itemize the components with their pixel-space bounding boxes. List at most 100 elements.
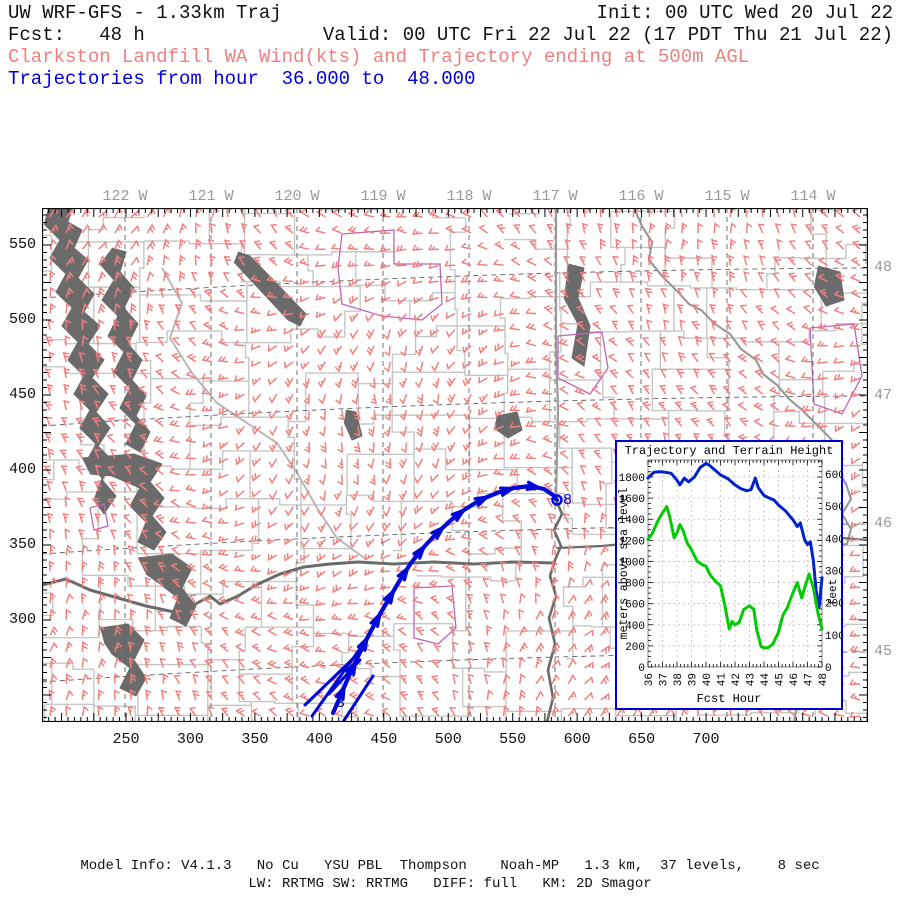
wind-barb — [145, 689, 152, 701]
wind-barb — [398, 691, 409, 701]
wind-barb — [268, 691, 278, 701]
wind-barb — [558, 321, 569, 331]
wind-barb — [300, 490, 310, 501]
wind-barb — [266, 659, 278, 669]
wind-barb — [493, 358, 504, 366]
wind-barb — [509, 469, 520, 476]
wind-barb — [233, 551, 245, 559]
wind-barb — [431, 458, 440, 470]
wind-barb — [428, 228, 439, 234]
wind-barb — [565, 528, 573, 540]
wind-barb — [661, 416, 668, 427]
wind-barb — [201, 355, 213, 363]
wind-barb — [170, 498, 181, 508]
wind-barb — [462, 472, 472, 481]
wind-barb — [478, 224, 488, 234]
wind-barb — [314, 226, 326, 234]
wind-barb — [283, 257, 294, 266]
wind-barb — [800, 405, 812, 412]
wind-barb — [217, 355, 229, 363]
wind-barb — [413, 490, 424, 500]
wind-barb — [383, 442, 391, 454]
wind-barb — [849, 630, 861, 637]
wind-barb — [772, 256, 782, 266]
wind-barb — [81, 302, 90, 314]
wind-barb — [98, 241, 108, 250]
wind-barb — [581, 222, 589, 234]
wind-barb — [517, 560, 524, 572]
wind-barb — [510, 360, 521, 368]
wind-barb — [711, 254, 718, 266]
wind-barb — [318, 474, 327, 486]
wind-barb — [849, 391, 861, 398]
wind-barb — [217, 535, 229, 543]
wind-barb — [364, 296, 375, 303]
wind-barb — [851, 457, 861, 465]
wind-barb — [527, 497, 538, 508]
wind-barb — [253, 240, 263, 250]
wind-barb — [446, 442, 456, 453]
wind-barb — [144, 657, 151, 668]
wind-barb — [595, 272, 603, 282]
wind-barb — [380, 611, 391, 621]
wind-barb — [162, 238, 171, 250]
wind-barb — [529, 530, 539, 540]
wind-barb — [349, 313, 359, 323]
wind-barb — [175, 690, 182, 701]
wind-barb — [430, 313, 440, 323]
wind-barb — [769, 402, 780, 411]
wind-barb — [314, 677, 326, 685]
wind-barb — [113, 318, 120, 330]
wind-barb — [283, 552, 294, 562]
wind-barb — [493, 241, 504, 250]
wind-barb — [268, 442, 278, 453]
wind-barb — [535, 642, 545, 653]
wind-barb — [78, 512, 86, 524]
wind-barb — [379, 228, 391, 234]
wind-barb — [399, 393, 408, 405]
wind-barb — [283, 345, 294, 353]
wind-barb — [348, 568, 359, 578]
wind-barb — [531, 545, 538, 556]
wind-barb — [162, 254, 170, 266]
trajectory-arrowhead — [352, 661, 357, 677]
wind-barb — [300, 554, 310, 562]
trajectory-arrowhead — [402, 566, 410, 582]
wind-barb — [534, 592, 541, 604]
wind-barb — [365, 280, 375, 289]
wind-barb — [130, 224, 140, 234]
wind-barb — [184, 484, 196, 492]
wind-barb — [501, 657, 509, 668]
wind-barb — [251, 472, 262, 482]
y-grid-label: 550 — [8, 236, 36, 253]
wind-barb — [576, 417, 586, 427]
wind-barb — [95, 528, 102, 540]
wind-barb — [268, 393, 278, 404]
wind-barb — [525, 406, 537, 414]
wind-barb — [337, 442, 344, 454]
wind-barb — [123, 449, 132, 459]
x-grid-label: 300 — [176, 731, 204, 748]
wind-barb — [675, 385, 685, 395]
wind-barb — [65, 657, 74, 669]
wind-barb — [728, 270, 736, 282]
wind-barb — [76, 497, 86, 508]
wind-barb — [223, 239, 232, 250]
wind-barb — [541, 404, 553, 411]
wind-barb — [600, 610, 610, 621]
wind-barb — [768, 419, 780, 428]
wind-barb — [250, 343, 261, 351]
wind-barb — [380, 537, 391, 545]
wind-barb — [107, 417, 116, 427]
inset-y-tick-label-ft: 0 — [825, 663, 832, 675]
wind-barb — [220, 626, 229, 637]
wind-barb — [818, 208, 829, 218]
wind-barb — [108, 481, 118, 492]
wind-barb — [525, 322, 537, 331]
wind-barb — [529, 513, 537, 524]
wind-barb — [130, 256, 140, 266]
wind-barb — [65, 544, 73, 556]
wind-barb — [645, 303, 653, 314]
wind-barb — [251, 659, 262, 669]
wind-barb — [319, 490, 327, 502]
